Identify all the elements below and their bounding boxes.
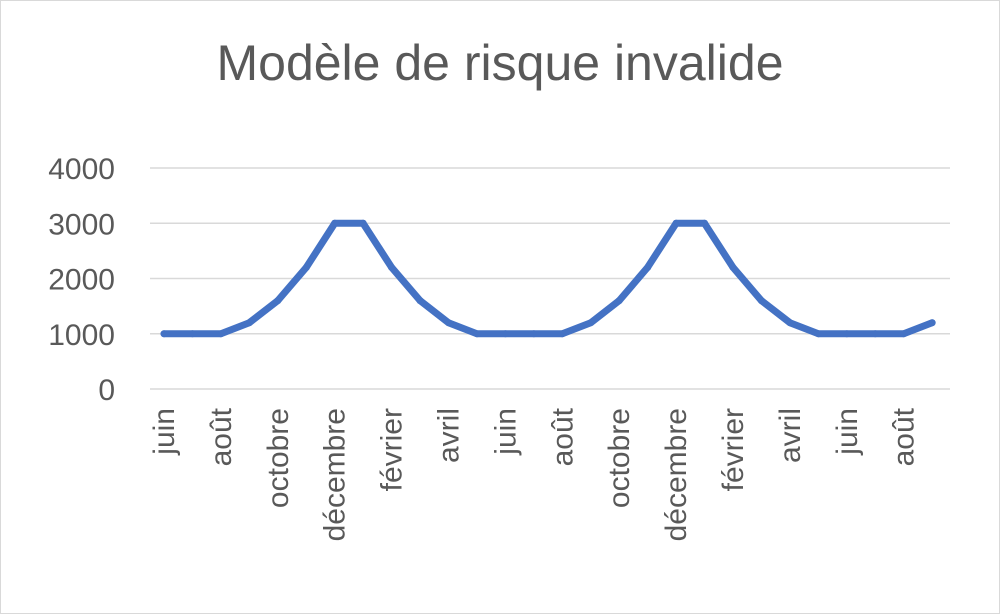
data-point [245, 319, 253, 327]
x-tick-label: octobre [603, 408, 636, 508]
y-axis-tick-labels: 0 1000 2000 3000 4000 [48, 153, 115, 407]
data-point [615, 297, 623, 305]
data-point [672, 219, 680, 227]
x-tick-label: août [205, 407, 238, 466]
x-tick-label: août [888, 407, 921, 466]
data-point [217, 330, 225, 338]
data-point [871, 330, 879, 338]
y-tick-label: 3000 [48, 208, 115, 241]
data-point [274, 297, 282, 305]
data-point [786, 319, 794, 327]
series-layer [160, 219, 936, 338]
data-point [900, 330, 908, 338]
y-tick-label: 2000 [48, 264, 115, 297]
data-point [814, 330, 822, 338]
y-tick-label: 0 [98, 374, 115, 407]
data-point [558, 330, 566, 338]
data-point [530, 330, 538, 338]
data-point [843, 330, 851, 338]
x-tick-label: décembre [660, 408, 693, 541]
chart-title: Modèle de risque invalide [216, 35, 784, 91]
data-point [359, 219, 367, 227]
y-tick-label: 4000 [48, 153, 115, 186]
x-tick-label: juin [831, 408, 864, 456]
x-tick-label: juin [148, 408, 181, 456]
x-tick-label: février [717, 408, 750, 491]
x-tick-label: août [546, 407, 579, 466]
data-point [388, 263, 396, 271]
data-point [473, 330, 481, 338]
data-point [644, 263, 652, 271]
x-tick-label: avril [774, 408, 807, 463]
data-point [701, 219, 709, 227]
data-point [302, 263, 310, 271]
data-point [188, 330, 196, 338]
x-tick-label: avril [433, 408, 466, 463]
data-point [757, 297, 765, 305]
data-point [160, 330, 168, 338]
y-tick-label: 1000 [48, 319, 115, 352]
x-tick-label: octobre [262, 408, 295, 508]
data-point [445, 319, 452, 327]
data-point [587, 319, 595, 327]
x-tick-label: décembre [319, 408, 352, 541]
x-tick-label: juin [489, 408, 522, 456]
x-tick-label: février [376, 408, 409, 491]
data-point [729, 263, 737, 271]
data-point [416, 297, 424, 305]
x-axis-tick-labels: juin août octobre décembre février avril juin a… [148, 407, 921, 541]
series-line-0 [160, 219, 936, 338]
data-point [501, 330, 509, 338]
data-point [331, 219, 339, 227]
gridlines [150, 167, 950, 390]
data-point [928, 319, 936, 327]
